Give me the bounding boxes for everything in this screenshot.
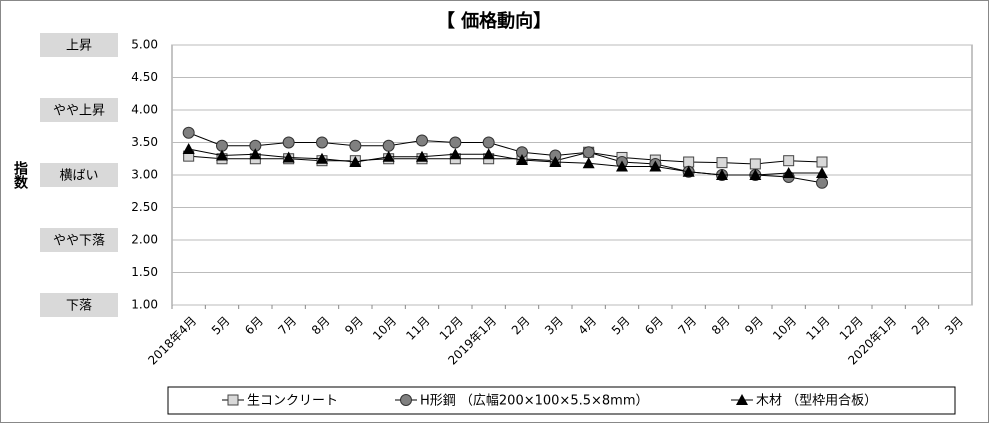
marker bbox=[783, 155, 795, 167]
marker bbox=[516, 154, 528, 166]
chart-title: 【 価格動向】 bbox=[437, 10, 551, 32]
marker bbox=[349, 139, 362, 152]
marker bbox=[736, 394, 748, 405]
y-tick-label: 3.50 bbox=[131, 135, 158, 149]
series-line bbox=[188, 148, 822, 176]
marker bbox=[682, 165, 695, 177]
level-label: 横ばい bbox=[59, 169, 98, 184]
marker bbox=[449, 136, 462, 149]
y-tick-label: 4.50 bbox=[131, 70, 158, 84]
level-label: やや下落 bbox=[53, 234, 105, 249]
y-tick-label: 1.50 bbox=[131, 265, 158, 279]
y-tick-label: 1.00 bbox=[131, 298, 158, 312]
marker bbox=[782, 167, 795, 179]
marker bbox=[816, 176, 828, 189]
marker bbox=[482, 148, 495, 160]
marker bbox=[749, 158, 761, 170]
marker bbox=[683, 156, 695, 168]
marker bbox=[249, 148, 262, 160]
series bbox=[182, 143, 828, 180]
marker bbox=[816, 167, 828, 179]
marker bbox=[282, 136, 295, 149]
marker bbox=[716, 157, 728, 169]
marker bbox=[182, 143, 195, 154]
y-tick-label: 2.50 bbox=[131, 200, 158, 214]
level-box bbox=[40, 163, 118, 187]
marker bbox=[416, 150, 428, 162]
marker bbox=[616, 160, 628, 172]
marker bbox=[400, 394, 412, 406]
marker bbox=[382, 150, 395, 162]
marker bbox=[216, 149, 228, 161]
level-box bbox=[40, 228, 118, 252]
marker bbox=[816, 156, 828, 168]
y-tick-label: 3.00 bbox=[131, 168, 158, 182]
level-box bbox=[40, 98, 118, 122]
legend-label: 生コンクリート bbox=[247, 394, 338, 409]
y-tick-label: 5.00 bbox=[131, 38, 158, 52]
level-box bbox=[40, 293, 118, 317]
marker bbox=[182, 126, 195, 139]
marker bbox=[649, 160, 662, 172]
series-line bbox=[188, 151, 823, 165]
marker bbox=[416, 134, 428, 147]
marker bbox=[582, 157, 595, 169]
marker bbox=[482, 136, 495, 149]
y-tick-label: 2.00 bbox=[131, 233, 158, 247]
level-label: やや上昇 bbox=[53, 104, 105, 119]
marker bbox=[582, 146, 595, 159]
level-box bbox=[40, 33, 118, 57]
marker bbox=[716, 169, 728, 180]
marker bbox=[449, 148, 462, 160]
marker bbox=[316, 152, 328, 164]
marker bbox=[227, 394, 239, 406]
y-tick-label: 4.00 bbox=[131, 103, 158, 117]
marker bbox=[382, 139, 395, 152]
legend-box bbox=[167, 386, 956, 415]
legend-label: H形鋼 （広幅200×100×5.5×8mm） bbox=[420, 394, 648, 409]
level-label: 下落 bbox=[66, 299, 92, 314]
legend-label: 木材 （型枠用合板） bbox=[756, 394, 877, 409]
level-label: 上昇 bbox=[66, 39, 92, 54]
marker bbox=[749, 169, 762, 180]
marker bbox=[282, 151, 295, 163]
marker bbox=[549, 156, 562, 167]
marker bbox=[349, 156, 362, 167]
y-axis-label: 指数 bbox=[12, 160, 28, 190]
marker bbox=[316, 136, 328, 149]
